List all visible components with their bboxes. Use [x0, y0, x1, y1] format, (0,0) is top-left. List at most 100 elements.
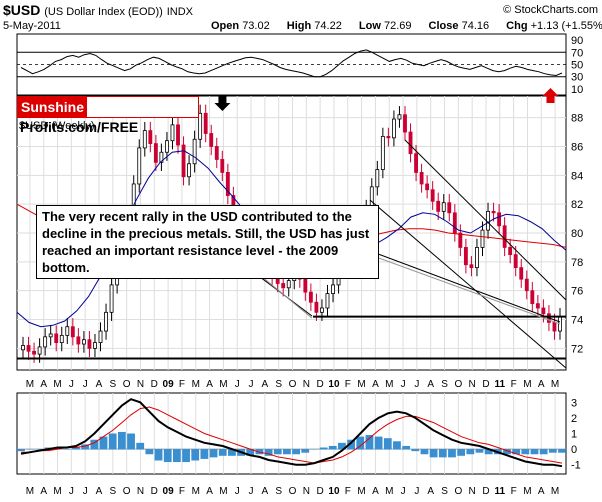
x-tick-label: J — [414, 486, 419, 497]
price-tick-label: 72 — [571, 343, 583, 355]
macd-histogram-bar — [264, 449, 273, 456]
price-tick-label: 84 — [571, 170, 583, 182]
macd-histogram-bar — [475, 449, 484, 453]
candle — [137, 147, 142, 185]
rsi-tick-label: 70 — [571, 47, 583, 59]
macd-histogram-bar — [163, 449, 172, 463]
candle — [203, 112, 208, 134]
x-tick-label: 09 — [163, 379, 175, 390]
macd-histogram-bar — [338, 442, 346, 450]
candle — [397, 114, 402, 120]
candle — [375, 169, 380, 188]
candle — [447, 202, 452, 214]
x-tick-label: D — [482, 379, 489, 390]
x-tick-label: J — [414, 379, 419, 390]
candle — [81, 339, 86, 345]
macd-histogram-bar — [310, 449, 319, 450]
candle — [37, 346, 42, 355]
macd-histogram-bar — [26, 449, 35, 450]
x-tick-label: 10 — [328, 486, 340, 497]
price-tick-label: 86 — [571, 141, 583, 153]
candle — [408, 131, 413, 155]
x-tick-label: A — [40, 379, 47, 390]
channel-lower-line — [369, 199, 567, 369]
x-tick-label: A — [206, 379, 213, 390]
x-tick-label: N — [303, 379, 310, 390]
candle — [314, 301, 319, 313]
macd-histogram-bar — [365, 435, 374, 450]
macd-histogram-bar — [402, 445, 411, 450]
candle — [59, 334, 64, 343]
x-tick-label: J — [235, 379, 240, 390]
candle — [508, 247, 513, 256]
macd-histogram-bar — [145, 449, 154, 455]
candle — [391, 118, 396, 139]
candle — [441, 202, 446, 212]
macd-histogram-bar — [484, 449, 493, 455]
candle — [192, 138, 197, 165]
macd-histogram-bar — [548, 449, 557, 453]
x-tick-label: D — [317, 486, 324, 497]
macd-histogram-bar — [99, 436, 108, 450]
candle — [43, 336, 48, 348]
candle — [198, 112, 203, 140]
candle — [104, 311, 108, 332]
candle — [497, 212, 502, 227]
x-tick-label: S — [275, 486, 282, 497]
candle — [325, 293, 330, 309]
macd-histogram-bar — [521, 449, 530, 455]
x-tick-label: M — [551, 486, 559, 497]
macd-histogram-bar — [438, 449, 447, 458]
x-tick-label: M — [192, 486, 200, 497]
macd-histogram-bar — [154, 449, 163, 461]
x-tick-label: M — [357, 379, 365, 390]
macd-histogram-bar — [35, 449, 44, 450]
candle — [286, 280, 291, 289]
candle — [225, 172, 230, 196]
x-tick-label: N — [137, 486, 144, 497]
candle — [220, 159, 225, 173]
x-tick-label: M — [523, 486, 531, 497]
source-credit: © StockCharts.com — [503, 4, 598, 16]
x-tick-label: J — [83, 486, 88, 497]
macd-histogram-bar — [356, 436, 365, 450]
x-tick-label: M — [385, 486, 393, 497]
x-tick-label: M — [219, 486, 227, 497]
macd-histogram-bar — [182, 449, 190, 463]
x-tick-label: A — [96, 379, 103, 390]
candle — [76, 336, 81, 345]
candle — [303, 278, 308, 293]
candle — [214, 146, 219, 160]
candle — [425, 183, 430, 191]
x-tick-label: S — [109, 486, 116, 497]
macd-histogram-bar — [530, 449, 539, 455]
x-tick-label: S — [109, 379, 116, 390]
macd-histogram-bar — [191, 449, 200, 461]
macd-histogram-bar — [209, 449, 218, 458]
macd-tick-label: 0 — [571, 444, 577, 456]
macd-histogram-bar — [347, 439, 355, 450]
x-tick-label: M — [357, 486, 365, 497]
x-tick-label: A — [40, 486, 47, 497]
macd-histogram-bar — [539, 449, 548, 455]
close-value: 74.16 — [461, 20, 490, 32]
macd-signal-line — [21, 406, 563, 464]
macd-histogram-bar — [429, 449, 438, 458]
macd-histogram-bar — [292, 449, 300, 455]
arrow-icon — [214, 96, 231, 111]
macd-histogram-bar — [81, 444, 90, 450]
symbol: $USD — [3, 2, 41, 18]
candle — [530, 290, 535, 305]
x-tick-label: A — [96, 486, 103, 497]
x-tick-label: S — [275, 379, 282, 390]
candle — [308, 291, 313, 303]
macd-histogram-bar — [62, 449, 71, 450]
x-tick-label: M — [551, 379, 559, 390]
chg-label: Chg — [506, 20, 528, 32]
macd-histogram-bar — [228, 449, 236, 456]
macd-line — [20, 398, 563, 468]
macd-histogram-bar — [72, 447, 80, 450]
symbol-description: (US Dollar Index (EOD)) — [44, 6, 163, 18]
macd-histogram-bar — [17, 449, 25, 452]
macd-histogram-bar — [301, 449, 310, 453]
